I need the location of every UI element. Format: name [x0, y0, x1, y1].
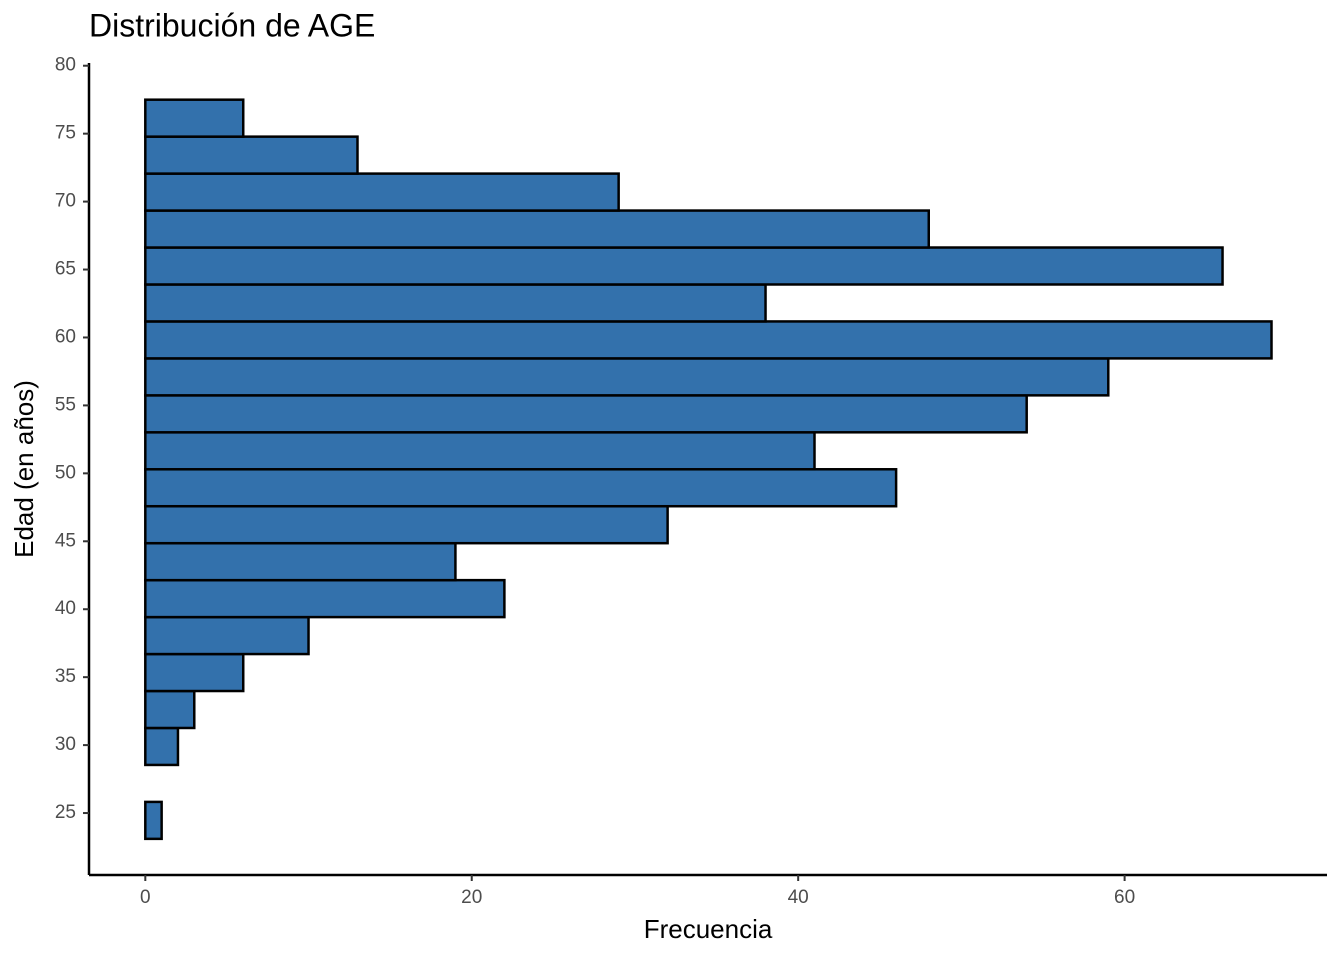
x-axis-label: Frecuencia [644, 914, 773, 944]
y-tick-label: 55 [55, 394, 76, 415]
bar [144, 726, 180, 767]
bar [144, 541, 457, 582]
chart-title: Distribución de AGE [89, 7, 375, 43]
y-tick-label: 75 [55, 123, 76, 144]
x-tick-label: 40 [788, 887, 809, 908]
y-tick-label: 40 [55, 598, 76, 619]
bar [144, 800, 163, 841]
bar [144, 431, 816, 471]
y-tick-label: 35 [55, 666, 76, 687]
y-tick-label: 70 [55, 191, 76, 212]
bar [144, 172, 620, 212]
bar [144, 283, 767, 323]
bar [144, 98, 245, 138]
bar [144, 394, 1028, 434]
bar [144, 320, 1273, 360]
bar [144, 504, 669, 545]
bar [144, 135, 359, 175]
bar [144, 652, 245, 693]
y-tick-label: 60 [55, 326, 76, 347]
bar [144, 578, 506, 619]
bar [144, 689, 196, 730]
bar [144, 246, 1224, 286]
y-axis-label: Edad (en años) [9, 380, 39, 558]
bar [144, 357, 1110, 397]
bar [144, 468, 898, 508]
y-tick-label: 25 [55, 802, 76, 823]
y-tick-label: 45 [55, 530, 76, 551]
x-tick-label: 60 [1114, 887, 1135, 908]
y-tick-label: 80 [55, 55, 76, 76]
bar [144, 615, 310, 656]
y-tick-label: 65 [55, 259, 76, 280]
x-tick-label: 20 [461, 887, 482, 908]
x-tick-label: 0 [140, 887, 151, 908]
y-tick-label: 30 [55, 734, 76, 755]
y-tick-label: 50 [55, 462, 76, 483]
bar [144, 209, 931, 249]
